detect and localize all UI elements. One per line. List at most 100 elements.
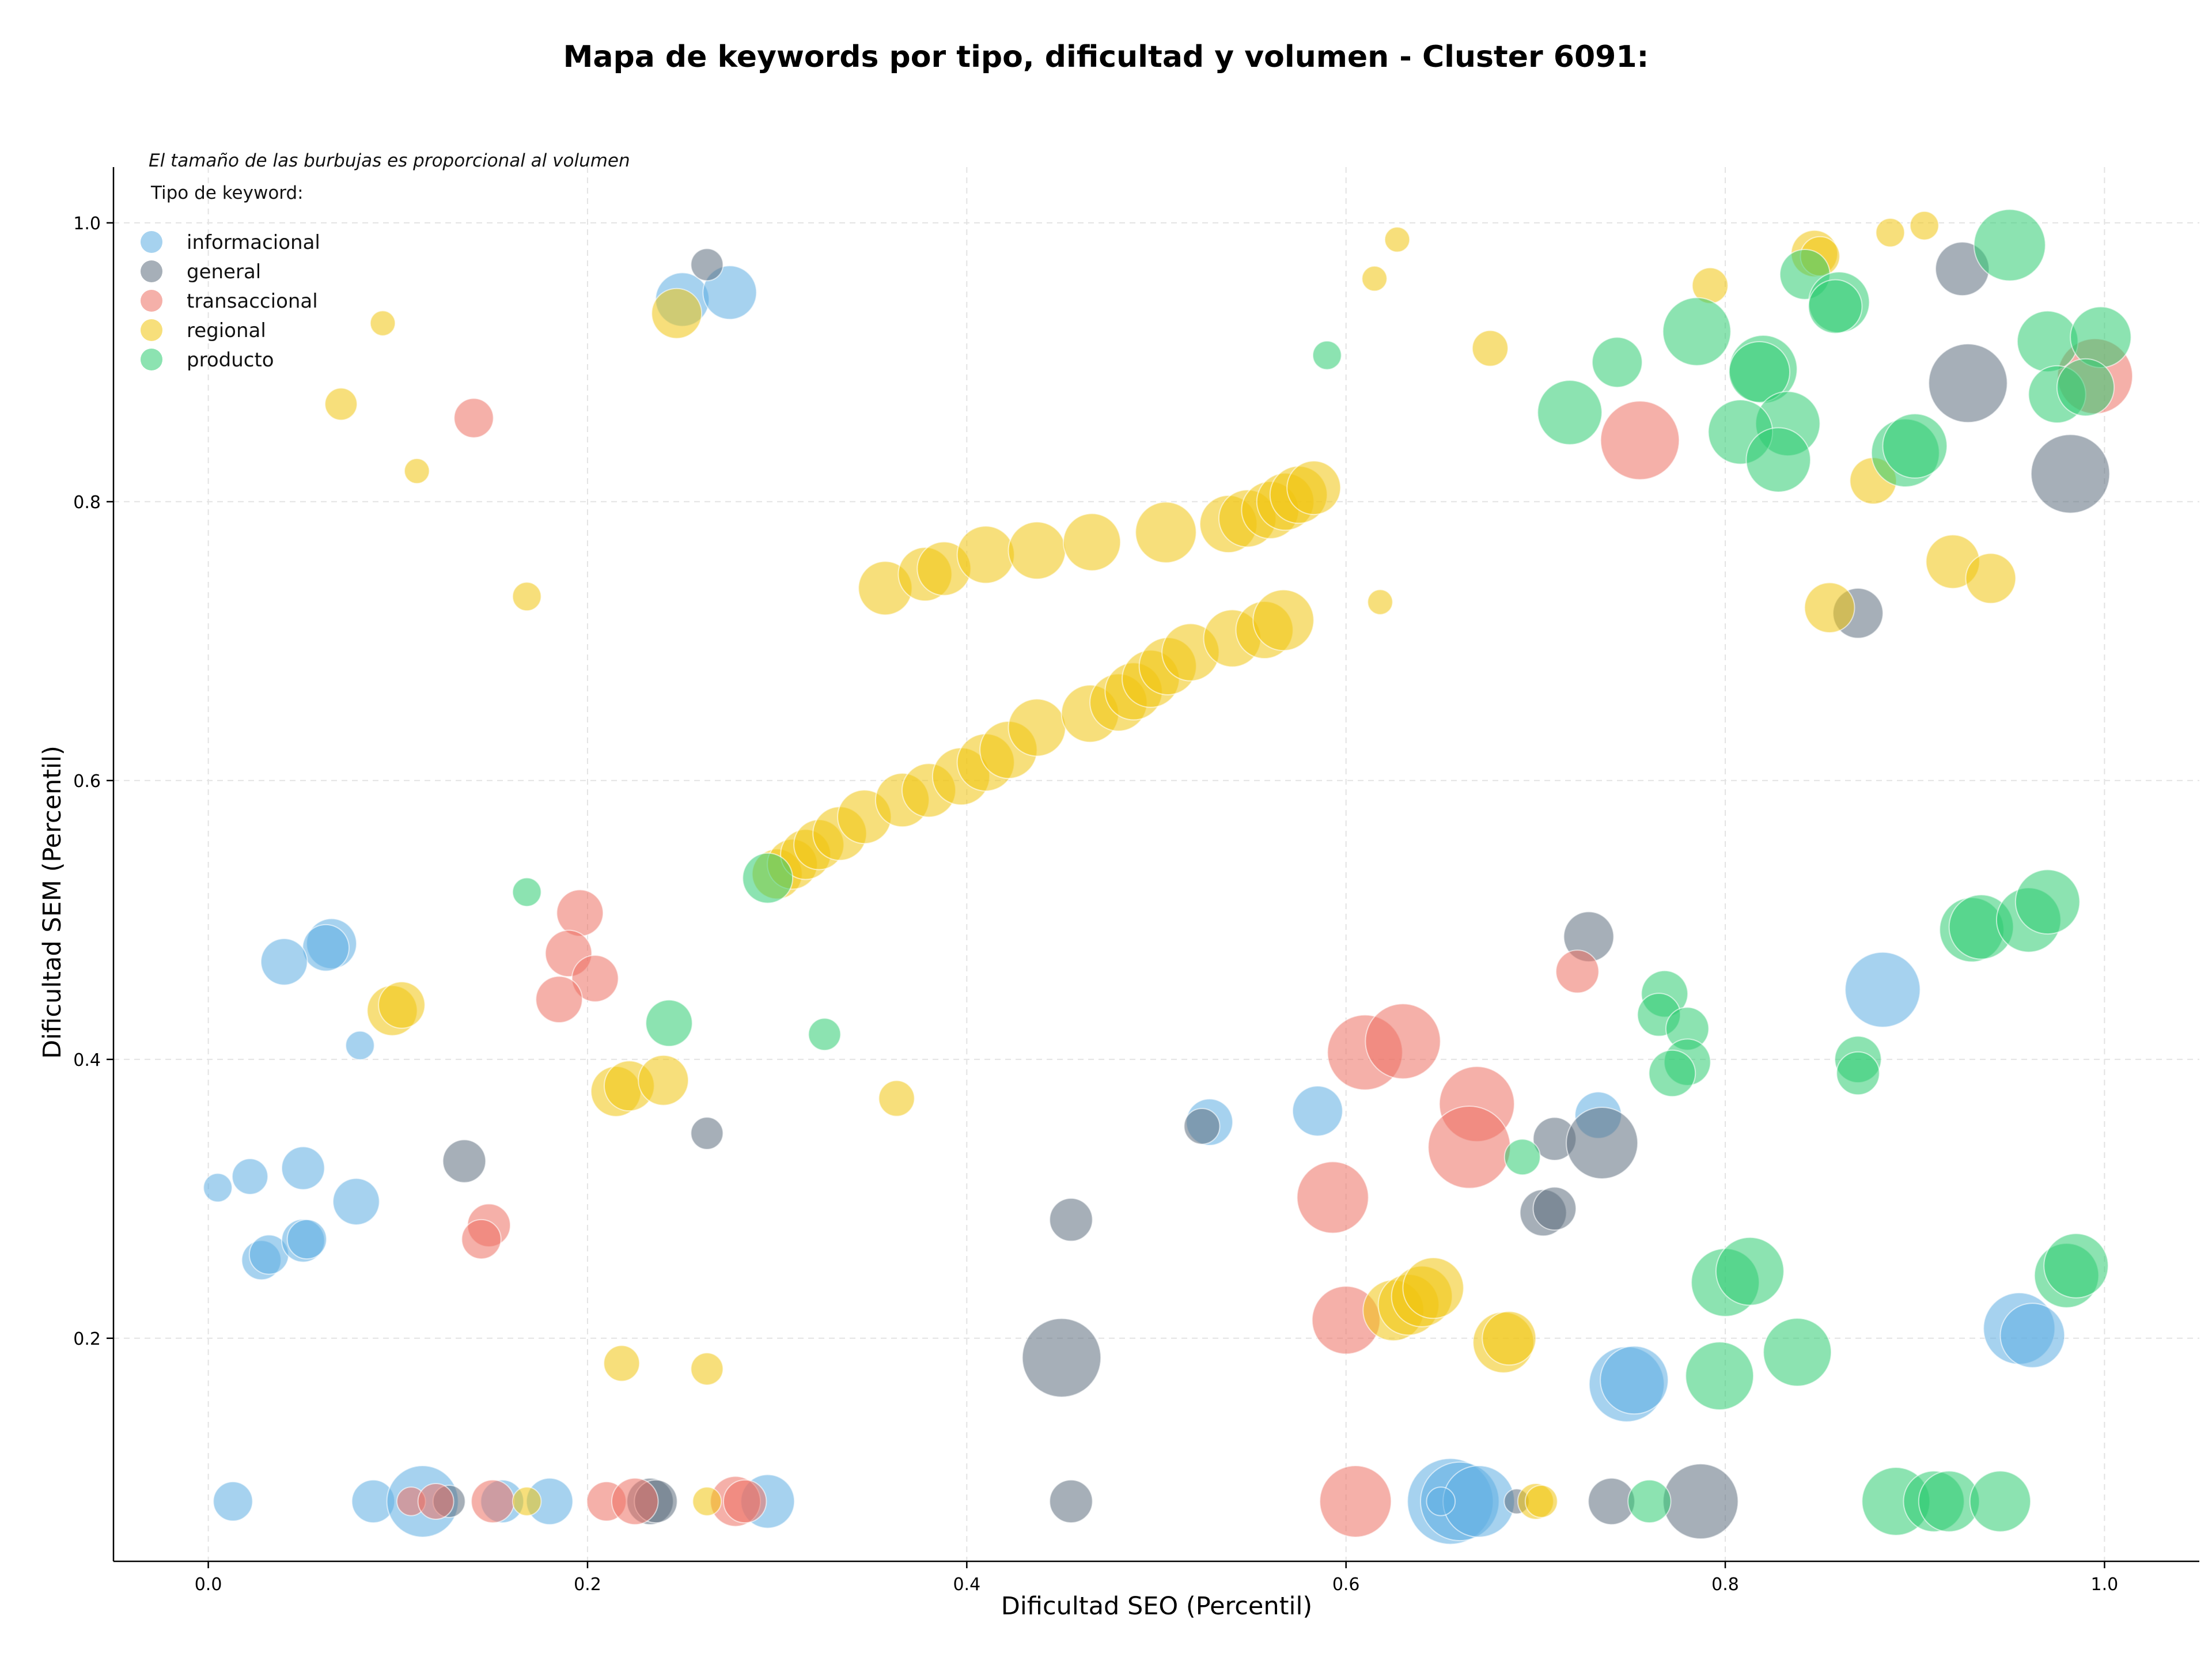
bubble-layer [203, 209, 2134, 1545]
general-bubble [1532, 1186, 1577, 1231]
regional-bubble [1524, 1485, 1558, 1518]
legend-marker-general [141, 260, 162, 282]
producto-bubble [1973, 209, 2046, 282]
informacional-bubble [1844, 951, 1921, 1028]
general-bubble [1662, 1463, 1739, 1540]
general-bubble [1049, 1197, 1093, 1242]
general-bubble [1183, 1107, 1221, 1145]
producto-bubble [1882, 413, 1948, 479]
transaccional-bubble [1427, 1105, 1511, 1189]
transaccional-bubble [471, 1479, 515, 1524]
transaccional-bubble [571, 955, 619, 1002]
general-bubble [1928, 343, 2008, 423]
producto-bubble [1503, 1138, 1541, 1176]
informacional-bubble [302, 924, 350, 972]
regional-bubble [512, 1486, 542, 1516]
x-tick-label: 0.6 [1332, 1575, 1360, 1595]
regional-bubble [1875, 217, 1906, 248]
transaccional-bubble [417, 1482, 454, 1520]
informacional-bubble [332, 1178, 380, 1225]
regional-bubble [1482, 1311, 1537, 1366]
legend-items: informacional general transaccional regiona… [141, 231, 320, 372]
informacional-bubble [1291, 1085, 1343, 1137]
producto-bubble [1763, 1318, 1832, 1387]
transaccional-bubble [535, 975, 583, 1024]
informacional-bubble [281, 1146, 325, 1190]
informacional-bubble [213, 1481, 253, 1522]
producto-bubble [1728, 341, 1790, 403]
producto-bubble [1662, 297, 1732, 366]
transaccional-bubble [453, 398, 494, 438]
producto-bubble [2016, 310, 2079, 373]
informacional-bubble [1999, 1303, 2066, 1368]
transaccional-bubble [1296, 1161, 1369, 1234]
x-axis-label: Dificultad SEO (Percentil) [1001, 1592, 1312, 1621]
transaccional-bubble [461, 1219, 502, 1260]
x-tick-label: 1.0 [2091, 1575, 2119, 1595]
x-tick-label: 0.4 [953, 1575, 980, 1595]
transaccional-bubble [556, 889, 604, 937]
regional-bubble [1402, 1257, 1464, 1319]
regional-bubble [378, 981, 426, 1029]
producto-bubble [2070, 306, 2132, 368]
producto-bubble [2056, 358, 2115, 417]
producto-bubble [742, 852, 794, 904]
transaccional-bubble [1555, 949, 1600, 994]
legend-marker-informacional [141, 231, 162, 253]
legend-label-producto: producto [187, 349, 274, 372]
producto-bubble [1312, 340, 1342, 370]
y-tick-label: 0.4 [73, 1050, 101, 1070]
legend-marker-transaccional [141, 290, 162, 312]
y-axis-label: Dificultad SEM (Percentil) [38, 746, 67, 1059]
general-bubble [2030, 434, 2111, 514]
producto-bubble [1537, 380, 1603, 445]
informacional-bubble [203, 1172, 233, 1203]
y-tick-label: 1.0 [73, 214, 101, 234]
regional-bubble [690, 1352, 724, 1386]
y-tick-label: 0.2 [73, 1329, 101, 1349]
legend-marker-regional [141, 319, 162, 341]
producto-bubble [1685, 1341, 1755, 1411]
informacional-bubble [345, 1030, 375, 1061]
transaccional-bubble [1319, 1465, 1392, 1538]
legend-label-general: general [187, 260, 261, 283]
regional-bubble [1471, 330, 1509, 367]
legend-note: El tamaño de las burbujas es proporciona… [149, 150, 630, 171]
regional-bubble [403, 457, 430, 485]
informacional-bubble [260, 938, 308, 986]
axes-layer: 0.0 0.2 0.4 0.6 0.8 1.0 0.2 0.4 0.6 0.8 1.0 [73, 167, 2199, 1595]
general-bubble [690, 1117, 724, 1150]
transaccional-bubble [1365, 1003, 1441, 1080]
general-bubble [1566, 1107, 1639, 1179]
chart-title: Mapa de keywords por tipo, dificultad y … [563, 40, 1649, 74]
general-bubble [690, 248, 724, 282]
producto-bubble [808, 1017, 842, 1051]
producto-bubble [645, 999, 693, 1047]
producto-bubble [1808, 279, 1863, 334]
transaccional-bubble [1600, 400, 1680, 480]
general-bubble [1021, 1318, 1102, 1398]
general-bubble [1049, 1479, 1093, 1524]
grid-layer [113, 167, 2199, 1561]
producto-bubble [1627, 1479, 1672, 1524]
legend-title: Tipo de keyword: [150, 183, 304, 203]
regional-bubble [1252, 589, 1315, 652]
producto-bubble [1648, 1049, 1696, 1098]
regional-bubble [1804, 582, 1855, 634]
transaccional-bubble [722, 1479, 767, 1524]
legend-label-regional: regional [187, 319, 266, 342]
x-tick-label: 0.2 [574, 1575, 601, 1595]
producto-bubble [1836, 1051, 1880, 1096]
x-tick-label: 0.0 [195, 1575, 222, 1595]
regional-bubble [1367, 589, 1393, 615]
regional-bubble [1286, 460, 1342, 516]
regional-bubble [369, 310, 396, 336]
legend-label-transaccional: transaccional [187, 290, 318, 313]
regional-bubble [1135, 501, 1197, 563]
legend-label-informacional: informacional [187, 231, 320, 254]
informacional-bubble [286, 1219, 327, 1260]
general-bubble [442, 1139, 487, 1183]
informacional-bubble [702, 265, 757, 320]
legend-marker-producto [141, 349, 162, 370]
